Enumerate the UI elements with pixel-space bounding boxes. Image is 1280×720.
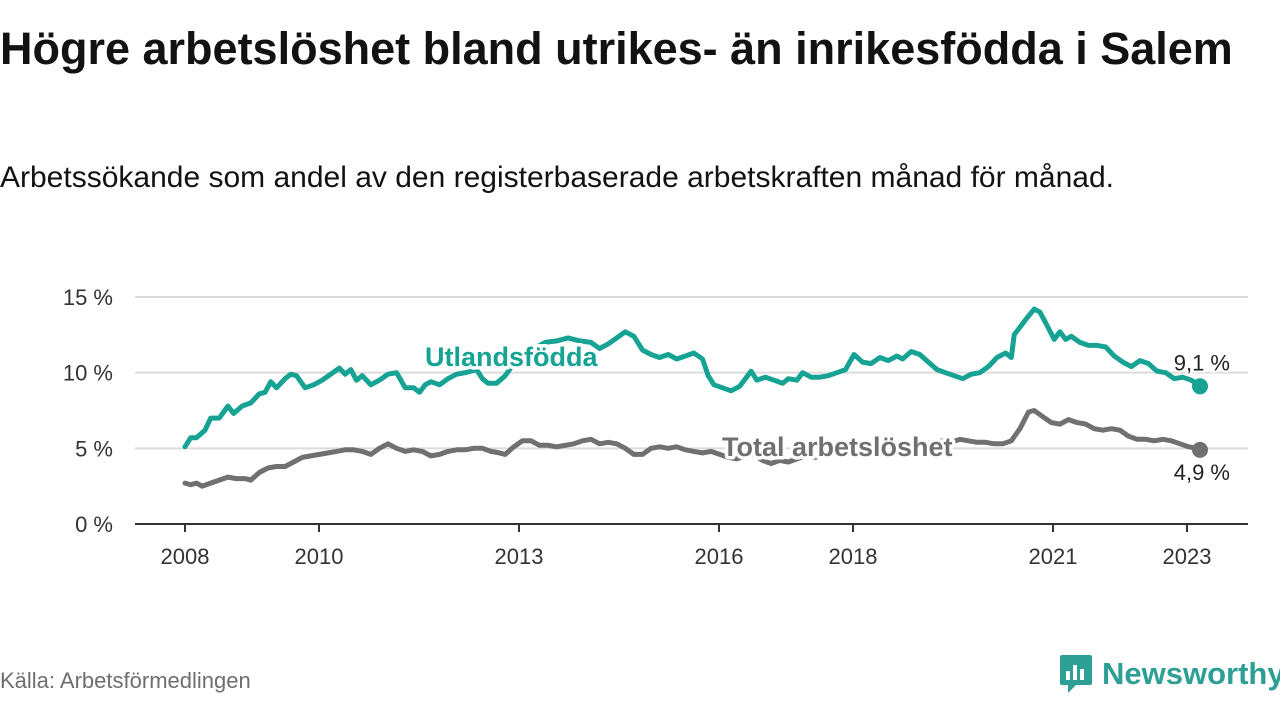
- series-end-point: [1192, 441, 1208, 458]
- series-annotation: Total arbetslöshet: [722, 432, 953, 462]
- y-tick-label: 5 %: [75, 436, 113, 461]
- series-end-point: [1192, 378, 1208, 395]
- x-tick-label: 2013: [495, 544, 544, 569]
- x-tick-label: 2023: [1163, 544, 1212, 569]
- source-note: Källa: Arbetsförmedlingen: [0, 668, 251, 693]
- y-axis: 0 % 5 % 10 % 15 %: [63, 285, 113, 537]
- series-annotation: Utlandsfödda: [425, 342, 598, 372]
- x-tick-label: 2010: [295, 544, 344, 569]
- y-tick-label: 10 %: [63, 361, 113, 386]
- x-tick-label: 2021: [1029, 544, 1078, 569]
- chart-subtitle: Arbetssökande som andel av den registerb…: [0, 161, 1114, 194]
- x-axis: 2008 2010 2013 2016 2018 2021 2023: [135, 523, 1248, 569]
- gridlines: [135, 296, 1248, 450]
- newsworthy-logo-icon: [1060, 655, 1092, 693]
- brand-logo[interactable]: Newsworthy: [1058, 652, 1280, 696]
- x-tick-label: 2016: [695, 544, 744, 569]
- x-tick-label: 2008: [161, 544, 210, 569]
- series-line-utlandsfodda: [182, 306, 1203, 450]
- brand-name: Newsworthy: [1102, 656, 1280, 691]
- x-tick-label: 2018: [829, 544, 878, 569]
- series-line-total: [182, 408, 1203, 489]
- y-tick-label: 0 %: [75, 512, 113, 537]
- series-end-label: 4,9 %: [1174, 460, 1230, 485]
- series-lines: 9,1 % 4,9 %: [182, 306, 1232, 489]
- chart-title: Högre arbetslöshet bland utrikes- än inr…: [0, 23, 1233, 74]
- annotations: Utlandsfödda Total arbetslöshet: [422, 339, 957, 466]
- series-end-label: 9,1 %: [1174, 350, 1230, 375]
- y-tick-label: 15 %: [63, 285, 113, 310]
